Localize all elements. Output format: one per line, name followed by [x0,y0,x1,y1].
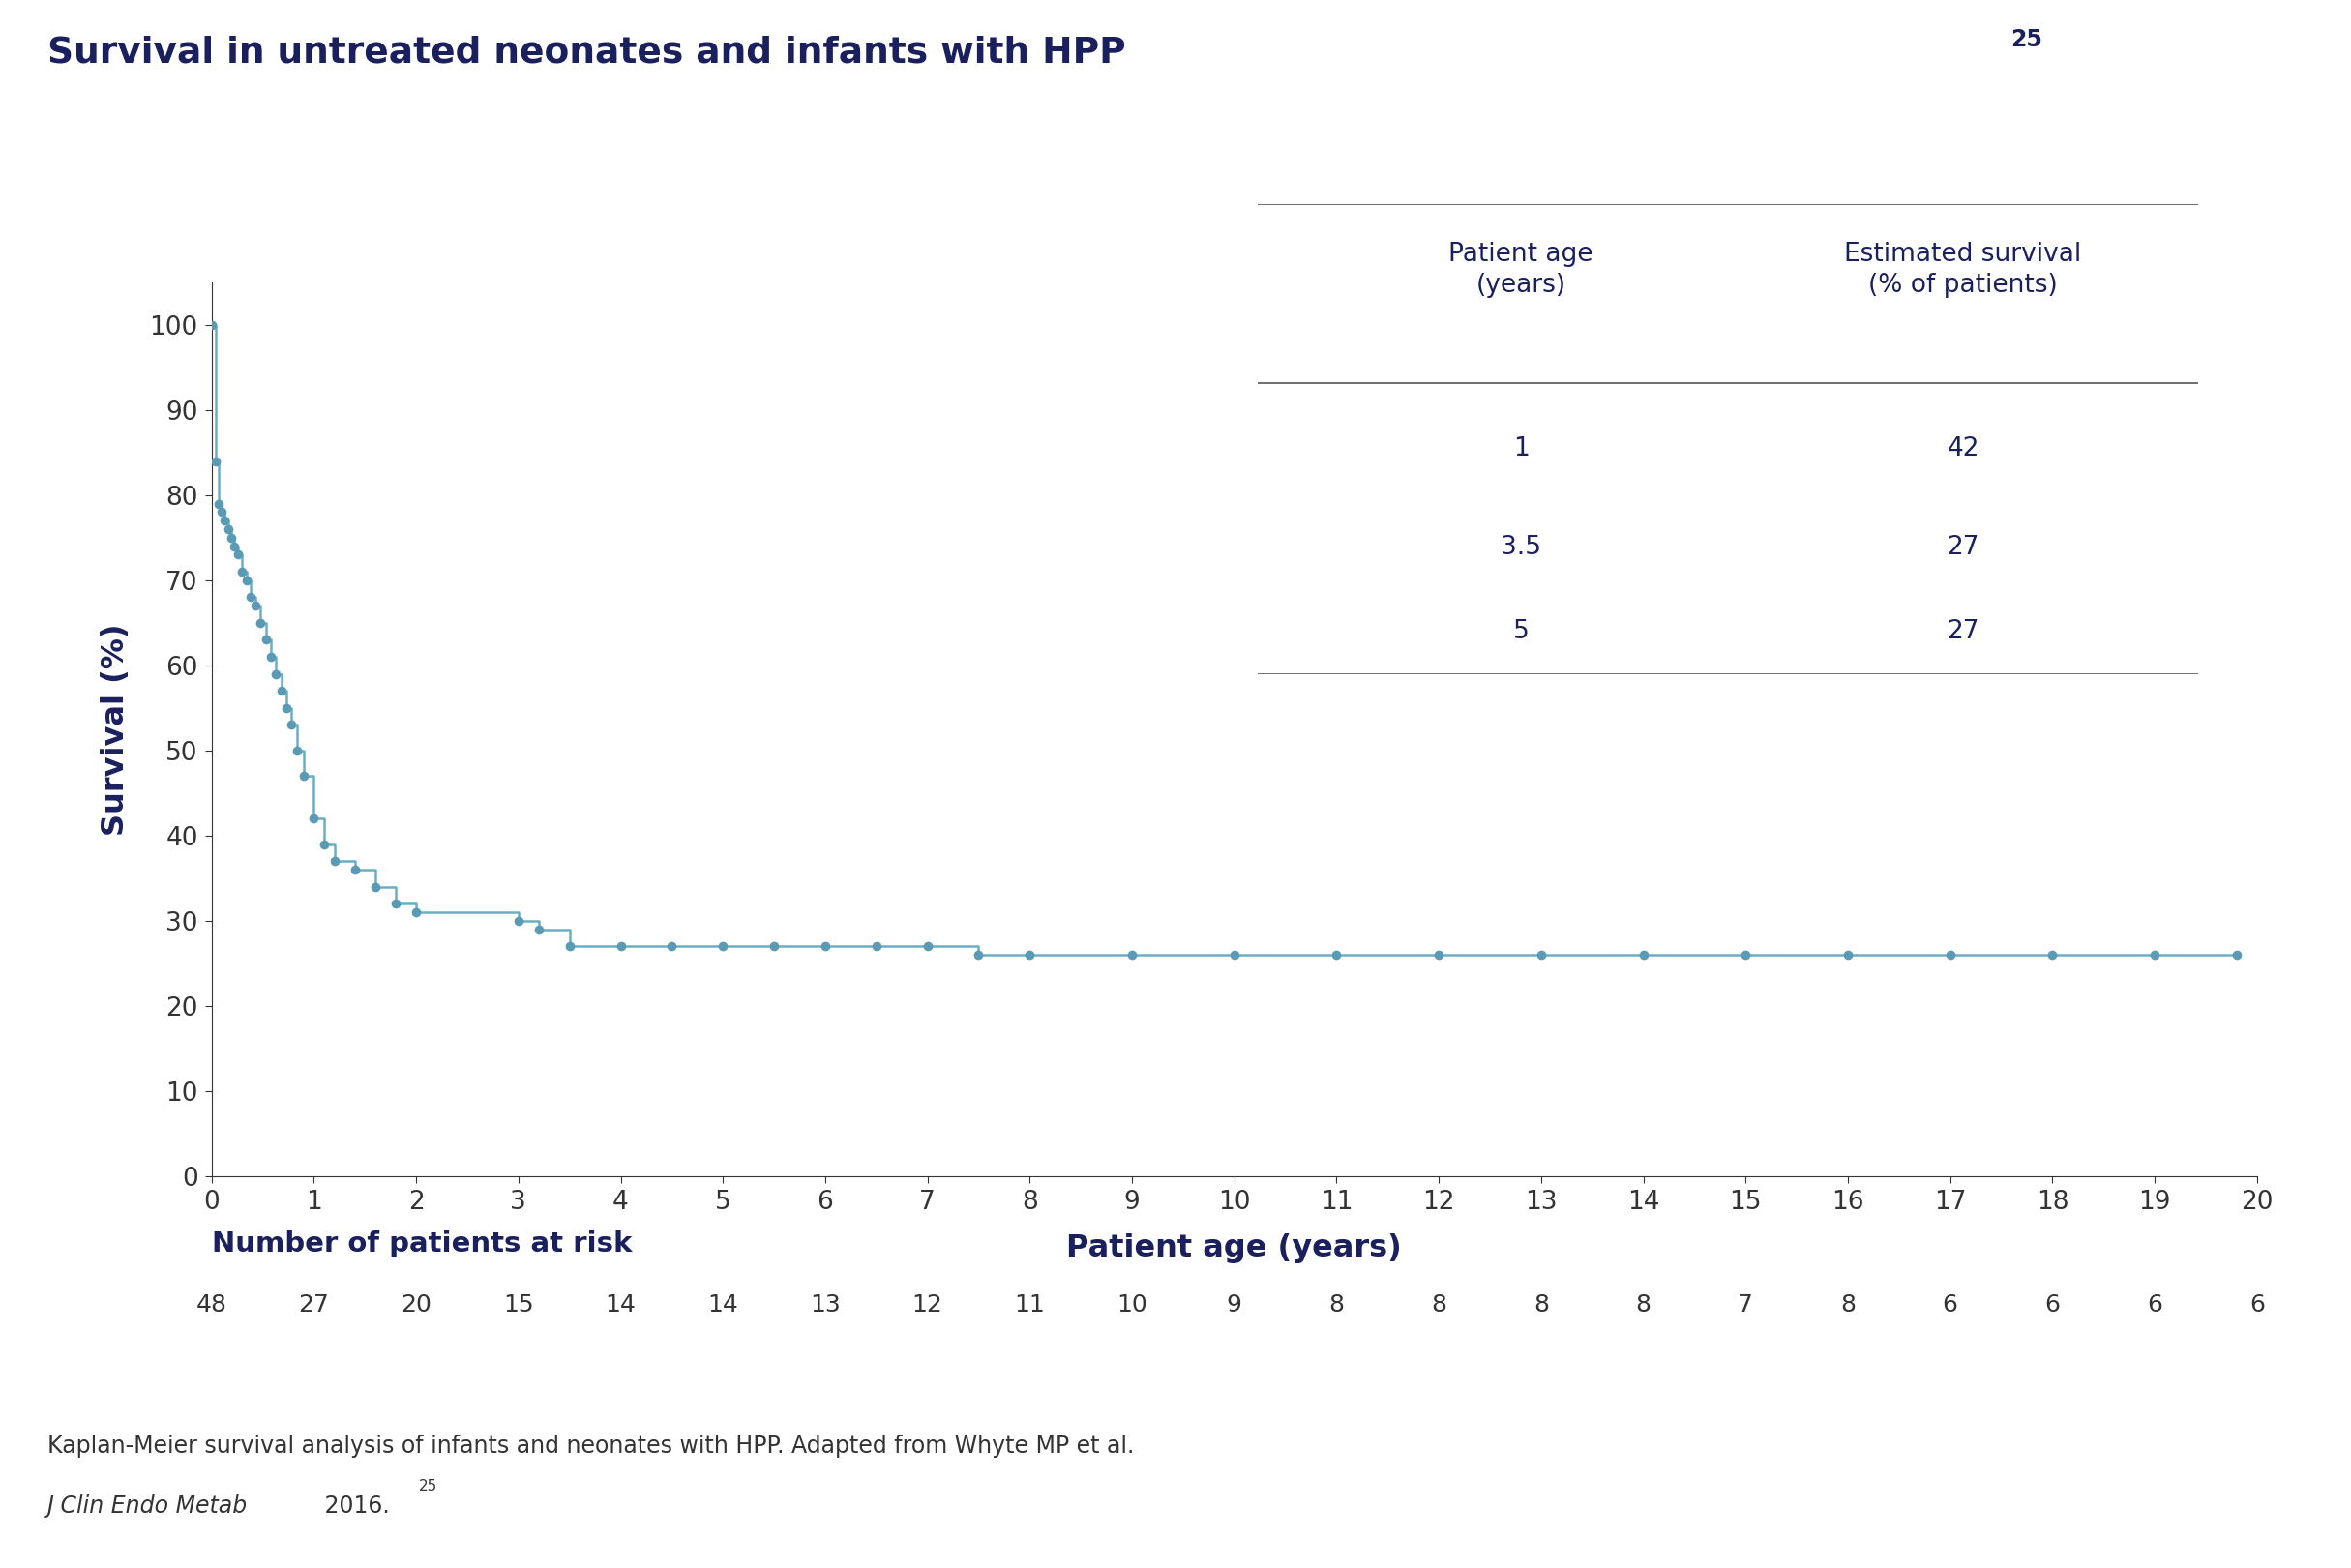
Text: 27: 27 [1947,619,1980,644]
Text: 10: 10 [1117,1294,1147,1317]
Text: Survival in untreated neonates and infants with HPP: Survival in untreated neonates and infan… [47,36,1126,71]
Text: 27: 27 [299,1294,329,1317]
Text: 25: 25 [2010,28,2043,52]
Text: Kaplan-Meier survival analysis of infants and neonates with HPP. Adapted from Wh: Kaplan-Meier survival analysis of infant… [47,1435,1133,1458]
Text: 8: 8 [1636,1294,1650,1317]
Text: 20: 20 [400,1294,433,1317]
Text: 8: 8 [1533,1294,1549,1317]
Text: 6: 6 [1942,1294,1958,1317]
Text: 14: 14 [604,1294,637,1317]
Text: 14: 14 [708,1294,738,1317]
Text: J Clin Endo Metab: J Clin Endo Metab [47,1494,247,1518]
Text: 27: 27 [1947,535,1980,560]
Text: 13: 13 [809,1294,842,1317]
Text: 48: 48 [195,1294,228,1317]
Text: 15: 15 [503,1294,534,1317]
Text: 3.5: 3.5 [1500,535,1542,560]
Y-axis label: Survival (%): Survival (%) [101,622,132,836]
Text: 7: 7 [1737,1294,1754,1317]
Text: 12: 12 [912,1294,943,1317]
Text: 6: 6 [2146,1294,2163,1317]
Text: 11: 11 [1013,1294,1046,1317]
Text: 6: 6 [2045,1294,2059,1317]
Text: 25: 25 [418,1479,437,1493]
Text: Number of patients at risk: Number of patients at risk [212,1231,632,1258]
Text: 8: 8 [1841,1294,1855,1317]
Text: 9: 9 [1227,1294,1241,1317]
Text: 6: 6 [2250,1294,2264,1317]
Text: 5: 5 [1514,619,1528,644]
Text: 8: 8 [1432,1294,1446,1317]
Text: Patient age
(years): Patient age (years) [1448,241,1594,298]
Text: 42: 42 [1947,436,1980,461]
Text: Estimated survival
(% of patients): Estimated survival (% of patients) [1846,241,2081,298]
X-axis label: Patient age (years): Patient age (years) [1067,1234,1401,1264]
Text: 8: 8 [1328,1294,1345,1317]
Text: 2016.: 2016. [317,1494,390,1518]
Text: 1: 1 [1514,436,1528,461]
